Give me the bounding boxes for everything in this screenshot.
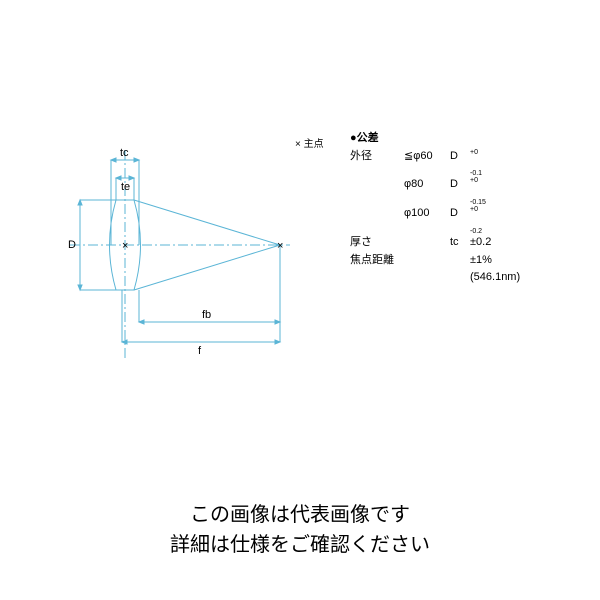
diagram-strokes (70, 150, 290, 360)
tolerance-title: ●公差 (350, 130, 520, 148)
tol-row-thickness: 厚さ tc ±0.2 (350, 234, 520, 252)
disclaimer-text: この画像は代表画像です 詳細は仕様をご確認ください (0, 500, 600, 560)
focal-point-label: × 主点 (295, 135, 324, 150)
label-f: f (198, 345, 202, 357)
tol-row-d100: φ100 D +0-0.2 (350, 205, 520, 234)
tol-row-d60: 外径 ≦φ60 D +0-0.1 (350, 148, 520, 177)
label-te: te (121, 181, 130, 193)
tol-row-d80: φ80 D +0-0.15 (350, 176, 520, 205)
label-fb: fb (202, 309, 211, 321)
label-tc: tc (120, 147, 129, 159)
tol-row-focal-length: 焦点距離 ±1% (350, 252, 520, 270)
tolerance-table: ●公差 外径 ≦φ60 D +0-0.1 φ80 D +0-0.15 φ100 … (350, 130, 520, 287)
diagram-container: tc te D fb f × × × 主点 ●公差 外径 ≦φ60 D +0-0… (30, 130, 570, 410)
disclaimer-line2: 詳細は仕様をご確認ください (0, 530, 600, 560)
tol-row-wavelength: (546.1nm) (350, 269, 520, 287)
lens-schematic: tc te D fb f × × (30, 130, 310, 370)
label-D: D (68, 239, 76, 251)
disclaimer-line1: この画像は代表画像です (0, 500, 600, 530)
focal-point-marker: × (277, 240, 283, 252)
principal-point-marker: × (122, 240, 128, 252)
